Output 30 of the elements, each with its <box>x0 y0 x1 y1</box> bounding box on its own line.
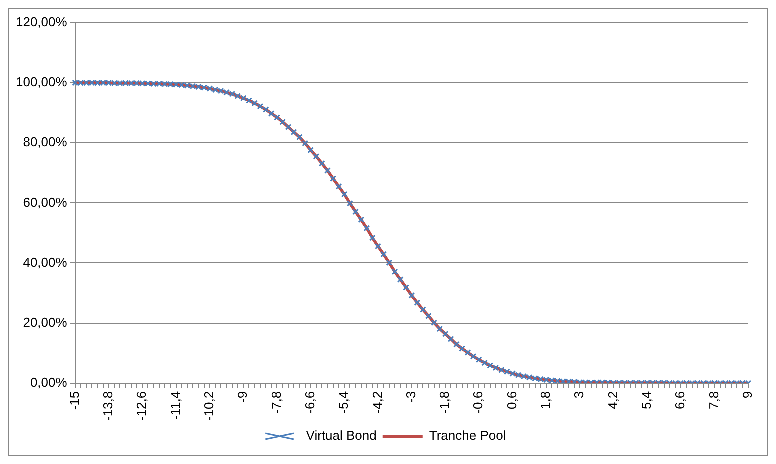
x-tick-label: -5,4 <box>336 391 352 414</box>
y-tick-label: 120,00% <box>16 14 68 30</box>
y-tick-label: 80,00% <box>23 134 68 150</box>
x-tick-label: 0,6 <box>504 391 520 410</box>
x-tick-label: -4,2 <box>370 391 385 414</box>
x-tick-label: -1,8 <box>437 391 452 414</box>
x-tick-label: 5,4 <box>639 391 654 410</box>
x-tick-label: -6,6 <box>302 391 318 414</box>
y-tick-label: 0,00% <box>30 374 68 390</box>
x-tick-label: 7,8 <box>706 391 722 410</box>
y-tick-label: 40,00% <box>23 254 68 270</box>
y-tick-label: 20,00% <box>23 314 68 330</box>
x-tick-label: -7,8 <box>268 391 284 414</box>
x-tick-label: -0,6 <box>470 391 486 414</box>
x-tick-label: -9 <box>235 391 250 403</box>
y-tick-label: 100,00% <box>16 74 68 90</box>
x-tick-label: 4,2 <box>605 391 620 410</box>
x-tick-label: -12,6 <box>134 391 150 422</box>
x-tick-label: 1,8 <box>538 391 554 410</box>
x-tick-label: -15 <box>66 391 82 410</box>
x-tick-label: 6,6 <box>672 391 688 410</box>
y-tick-label: 60,00% <box>23 194 68 210</box>
x-tick-label: 3 <box>572 391 587 399</box>
x-tick-label: 9 <box>740 391 755 399</box>
x-tick-label: -13,8 <box>100 391 116 422</box>
legend-label: Tranche Pool <box>429 428 506 444</box>
x-tick-label: -11,4 <box>168 391 183 420</box>
legend-label: Virtual Bond <box>306 428 377 444</box>
x-tick-label: -10,2 <box>202 391 217 422</box>
x-tick-label: -3 <box>403 391 418 403</box>
